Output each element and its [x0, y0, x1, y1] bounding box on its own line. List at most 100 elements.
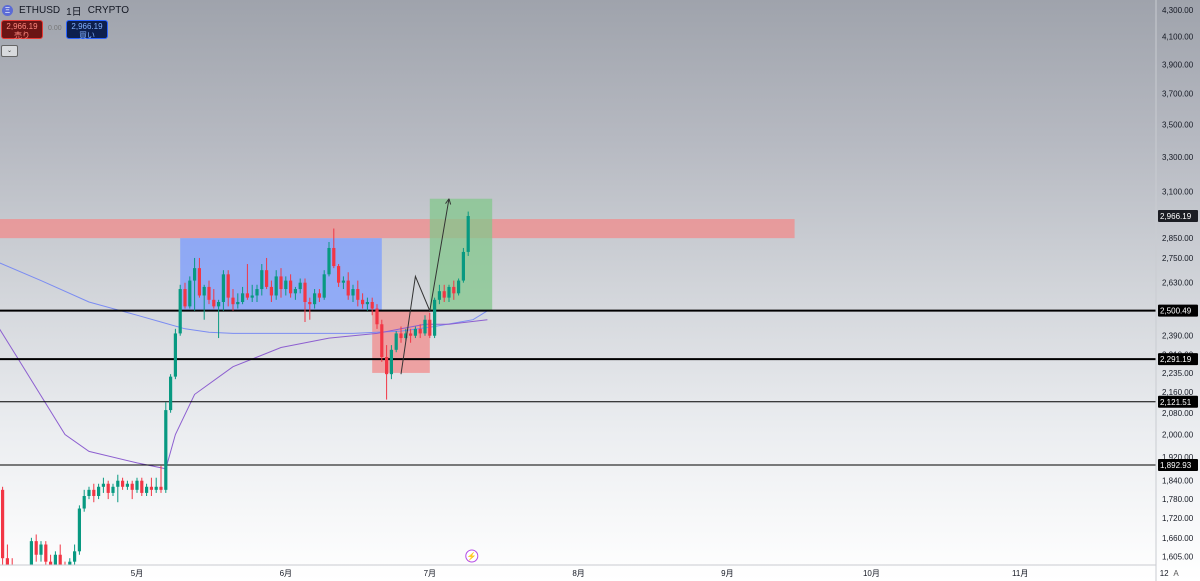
candle[interactable]	[447, 284, 451, 302]
candle[interactable]	[121, 477, 125, 490]
candle[interactable]	[44, 541, 48, 569]
candle[interactable]	[394, 331, 398, 353]
candle[interactable]	[15, 569, 18, 581]
candle[interactable]	[452, 280, 456, 300]
candle[interactable]	[202, 284, 206, 320]
candle[interactable]	[461, 247, 465, 283]
candle[interactable]	[207, 280, 211, 305]
sell-button[interactable]: 2,966.19 売り	[1, 20, 43, 40]
candle[interactable]	[116, 474, 120, 503]
candle[interactable]	[428, 313, 432, 339]
candle[interactable]	[130, 480, 134, 500]
buy-button[interactable]: 2,966.19 買い	[66, 20, 108, 40]
candle[interactable]	[97, 483, 101, 500]
candle[interactable]	[284, 276, 288, 296]
candle[interactable]	[457, 278, 461, 296]
candle[interactable]	[39, 541, 43, 562]
candle[interactable]	[433, 297, 437, 339]
candle[interactable]	[337, 264, 341, 287]
candle[interactable]	[25, 572, 28, 581]
candle[interactable]	[29, 537, 33, 581]
candle[interactable]	[356, 280, 360, 307]
candle[interactable]	[389, 345, 393, 380]
candle[interactable]	[106, 480, 110, 500]
candle[interactable]	[327, 242, 331, 277]
candle[interactable]	[332, 228, 336, 269]
candle[interactable]	[0, 486, 5, 565]
candle[interactable]	[413, 326, 417, 339]
candle[interactable]	[303, 278, 307, 322]
candle[interactable]	[269, 280, 273, 302]
candle[interactable]	[68, 558, 72, 576]
candle[interactable]	[197, 257, 201, 298]
candle[interactable]	[20, 572, 23, 581]
candle[interactable]	[370, 297, 374, 316]
collapse-button[interactable]: ⌄	[1, 45, 18, 57]
interval-label[interactable]: 1日	[66, 7, 82, 18]
candle[interactable]	[164, 402, 168, 493]
candle[interactable]	[293, 286, 297, 300]
candle[interactable]	[154, 477, 158, 493]
candle[interactable]	[380, 319, 384, 362]
candle[interactable]	[49, 554, 53, 576]
candle[interactable]	[250, 284, 254, 302]
candle[interactable]	[437, 284, 441, 305]
candle[interactable]	[313, 289, 317, 309]
candle[interactable]	[442, 284, 446, 302]
candle[interactable]	[145, 483, 149, 496]
candle[interactable]	[361, 293, 365, 309]
candle[interactable]	[173, 328, 177, 380]
candle[interactable]	[226, 270, 230, 307]
candle[interactable]	[63, 561, 66, 580]
candle[interactable]	[149, 477, 153, 496]
candle[interactable]	[236, 293, 240, 309]
candle[interactable]	[183, 282, 187, 309]
candle[interactable]	[466, 211, 470, 256]
event-marker-icon[interactable]	[465, 549, 479, 563]
candle[interactable]	[111, 483, 115, 496]
candle[interactable]	[169, 374, 173, 413]
candle[interactable]	[34, 534, 38, 562]
candle[interactable]	[135, 477, 139, 493]
candle[interactable]	[375, 304, 379, 329]
candle[interactable]	[11, 558, 14, 581]
candle[interactable]	[409, 328, 413, 343]
candle[interactable]	[346, 272, 350, 300]
candle[interactable]	[87, 486, 91, 500]
candle[interactable]	[82, 489, 86, 512]
candle[interactable]	[178, 284, 182, 336]
candle[interactable]	[289, 274, 293, 298]
candle[interactable]	[73, 544, 77, 566]
candle[interactable]	[385, 345, 389, 400]
zone-resistance[interactable]	[0, 219, 795, 239]
candle[interactable]	[351, 284, 355, 302]
candle[interactable]	[341, 276, 345, 290]
candle[interactable]	[212, 289, 216, 309]
candle[interactable]	[317, 289, 321, 302]
candle[interactable]	[255, 284, 259, 302]
candle[interactable]	[217, 299, 221, 339]
candle[interactable]	[77, 505, 81, 555]
candle[interactable]	[418, 324, 422, 339]
candle[interactable]	[279, 268, 283, 298]
candle[interactable]	[322, 270, 326, 300]
candle[interactable]	[423, 315, 427, 336]
candle[interactable]	[298, 278, 302, 294]
candle[interactable]	[231, 289, 235, 311]
symbol-name[interactable]: ETHUSD	[19, 5, 61, 16]
candle[interactable]	[399, 326, 403, 343]
candle[interactable]	[188, 276, 192, 309]
candle[interactable]	[221, 270, 225, 311]
candle[interactable]	[241, 286, 245, 305]
candle[interactable]	[159, 465, 163, 493]
candle[interactable]	[308, 297, 312, 320]
ma-slow-line[interactable]	[0, 311, 488, 470]
candle[interactable]	[365, 297, 369, 311]
candle[interactable]	[5, 544, 9, 580]
candle[interactable]	[265, 257, 269, 290]
candle[interactable]	[260, 264, 264, 296]
candle[interactable]	[125, 480, 129, 490]
candle[interactable]	[92, 483, 96, 503]
